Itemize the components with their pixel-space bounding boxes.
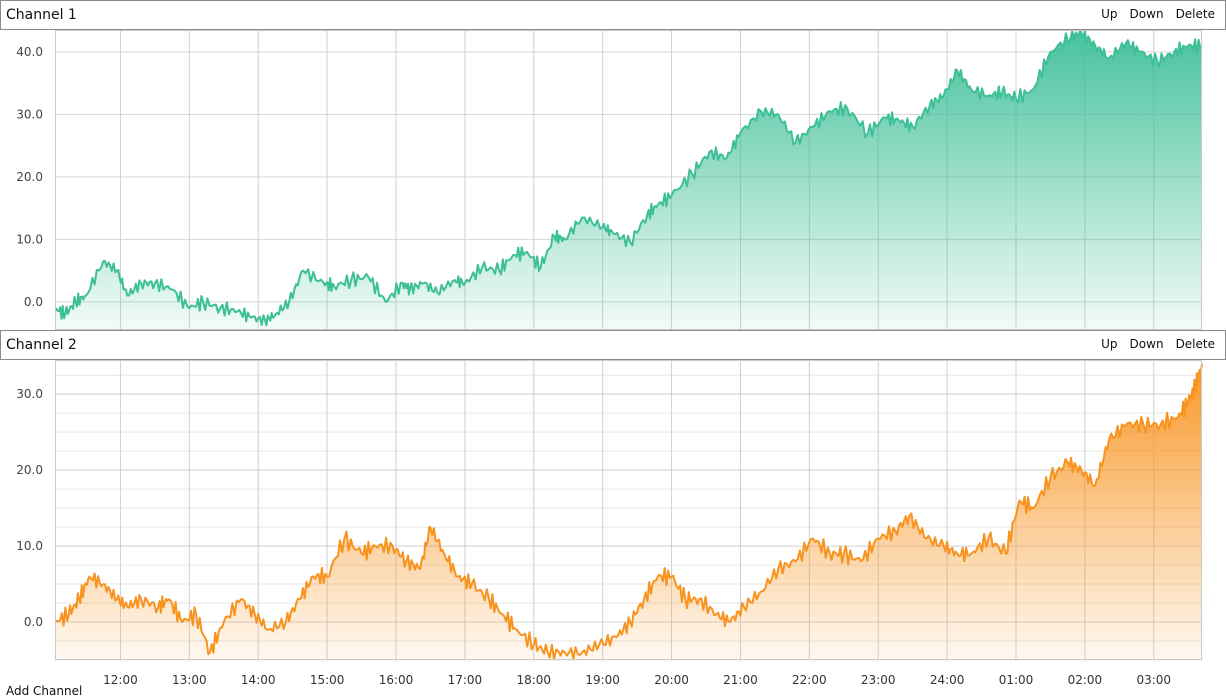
channel-1-header: Channel 1 Up Down Delete — [0, 0, 1226, 30]
x-tick-label: 20:00 — [654, 673, 689, 687]
x-tick-label: 21:00 — [723, 673, 758, 687]
y-tick-label: 0.0 — [24, 615, 43, 629]
channel-1-chart: 0.0 10.0 20.0 30.0 40.0 — [16, 30, 1203, 330]
y-tick-label: 30.0 — [16, 387, 43, 401]
series-area — [55, 363, 1202, 660]
channel-1-title: Channel 1 — [6, 7, 77, 23]
y-tick-label: 10.0 — [16, 232, 43, 246]
add-channel-button[interactable]: Add Channel — [6, 684, 83, 698]
x-tick-label: 22:00 — [792, 673, 827, 687]
channel-2-chart: 0.0 10.0 20.0 30.0 12:00 13:00 14:00 15:00 16:00… — [16, 360, 1203, 687]
x-tick-label: 19:00 — [585, 673, 620, 687]
x-tick-label: 16:00 — [379, 673, 414, 687]
series-area — [55, 30, 1202, 330]
x-tick-label: 03:00 — [1136, 673, 1171, 687]
y-tick-label: 10.0 — [16, 539, 43, 553]
x-tick-label: 18:00 — [516, 673, 551, 687]
x-tick-label: 17:00 — [448, 673, 483, 687]
series-line — [54, 30, 1203, 327]
channel-2-delete-button[interactable]: Delete — [1175, 337, 1215, 351]
x-tick-label: 02:00 — [1068, 673, 1103, 687]
channel-2-down-button[interactable]: Down — [1129, 337, 1164, 351]
channel-1-delete-button[interactable]: Delete — [1175, 7, 1215, 21]
y-tick-label: 20.0 — [16, 463, 43, 477]
y-tick-label: 40.0 — [16, 45, 43, 59]
x-tick-label: 24:00 — [930, 673, 965, 687]
channel-2-title: Channel 2 — [6, 337, 77, 353]
plot-border — [55, 30, 1202, 330]
x-tick-label: 12:00 — [103, 673, 138, 687]
channel-2-actions: Up Down Delete — [1101, 336, 1215, 352]
plot-border — [55, 360, 1202, 660]
series-line — [54, 363, 1203, 661]
channel-2-header: Channel 2 Up Down Delete — [0, 330, 1226, 360]
y-tick-label: 20.0 — [16, 170, 43, 184]
x-tick-label: 01:00 — [999, 673, 1034, 687]
channel-1-up-button[interactable]: Up — [1101, 7, 1118, 21]
channel-1-down-button[interactable]: Down — [1129, 7, 1164, 21]
x-tick-label: 15:00 — [310, 673, 345, 687]
y-tick-label: 0.0 — [24, 295, 43, 309]
y-tick-label: 30.0 — [16, 107, 43, 121]
channel-1-actions: Up Down Delete — [1101, 6, 1215, 22]
x-tick-label: 14:00 — [241, 673, 276, 687]
channel-2-up-button[interactable]: Up — [1101, 337, 1118, 351]
x-tick-label: 23:00 — [861, 673, 896, 687]
x-tick-label: 13:00 — [172, 673, 207, 687]
